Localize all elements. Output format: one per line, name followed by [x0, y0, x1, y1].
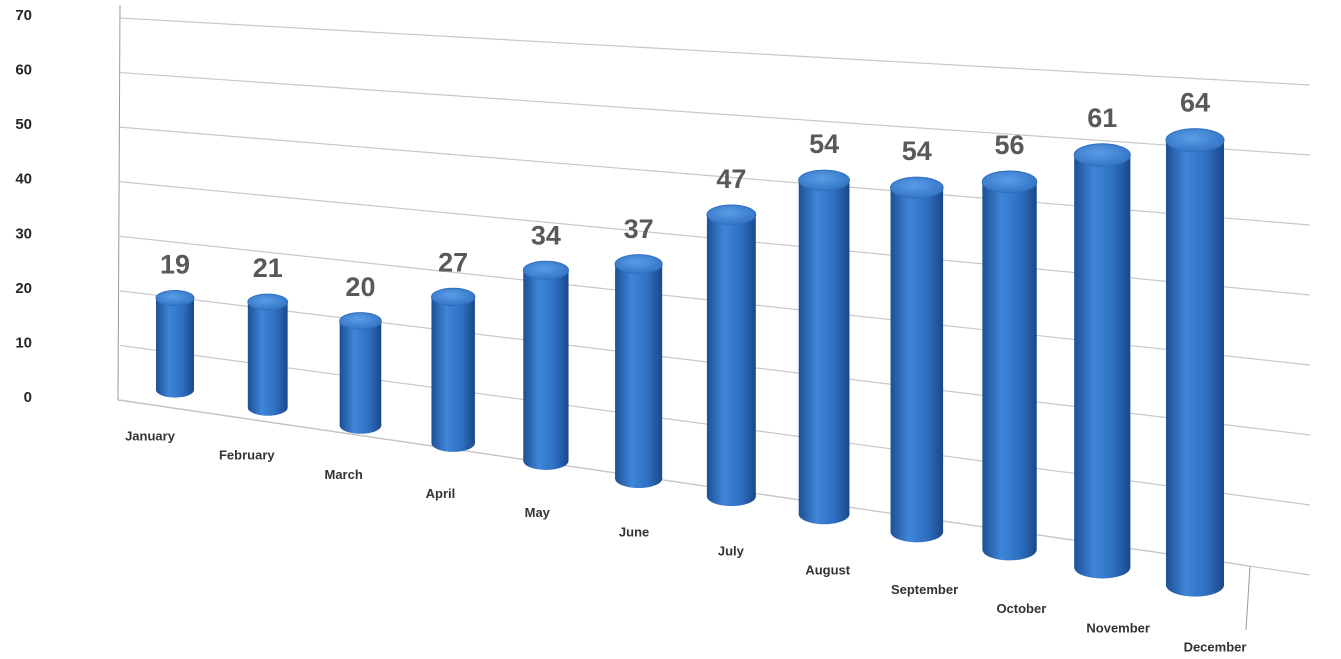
x-tick-label: July [718, 544, 745, 559]
bar [247, 302, 288, 408]
cylinder [339, 312, 382, 434]
cylinder [614, 254, 663, 489]
bar [615, 264, 663, 479]
y-axis-line [117, 4, 121, 401]
x-tick-label: August [805, 563, 850, 578]
cylinder-top [339, 312, 382, 330]
cylinder [247, 293, 289, 416]
cylinder [981, 170, 1038, 561]
cylinder [1073, 143, 1131, 579]
cylinder [1165, 128, 1225, 597]
bar [1166, 140, 1224, 585]
cylinder-top [155, 289, 195, 307]
cylinder-top [890, 176, 944, 199]
value-label: 20 [345, 272, 375, 302]
bar [890, 187, 944, 532]
x-tick-label: November [1086, 620, 1150, 635]
value-label: 54 [809, 129, 839, 159]
cylinder-top [614, 254, 663, 274]
y-tick-label: 40 [15, 171, 32, 188]
value-label: 21 [253, 253, 283, 283]
bar [1074, 155, 1131, 568]
cylinder [798, 169, 850, 525]
cylinder-top [706, 204, 757, 226]
cylinder-top [981, 170, 1038, 194]
x-tick-label: January [125, 428, 176, 443]
cylinder-top [1073, 143, 1131, 167]
bar [156, 298, 194, 390]
cylinder-top [798, 169, 850, 191]
x-tick-label: June [619, 524, 649, 539]
cylinder [522, 260, 570, 470]
x-tick-label: February [219, 448, 275, 463]
grid-line [119, 17, 1311, 86]
bar [982, 181, 1037, 550]
cylinder-top [430, 287, 476, 307]
cylinder [706, 204, 757, 507]
x-tick-label: May [525, 505, 551, 520]
y-tick-label: 50 [15, 116, 32, 133]
cylinder-top [1165, 128, 1225, 153]
x-tick-label: December [1184, 639, 1247, 654]
y-tick-label: 20 [15, 280, 32, 297]
x-tick-label: September [891, 582, 958, 597]
y-tick-label: 30 [15, 225, 32, 242]
value-label: 56 [995, 130, 1025, 160]
bar [798, 180, 850, 515]
y-tick-label: 10 [15, 334, 32, 351]
cylinder [890, 176, 944, 543]
y-tick-label: 70 [15, 7, 32, 24]
floor-edge [1245, 565, 1251, 631]
y-tick-label: 60 [15, 62, 32, 79]
cylinder-top [247, 293, 289, 311]
value-label: 61 [1087, 103, 1117, 133]
cylinder [155, 289, 195, 398]
value-label: 64 [1180, 88, 1210, 118]
cylinder-top [522, 260, 570, 280]
x-tick-label: October [996, 601, 1046, 616]
value-label: 27 [438, 247, 468, 277]
value-label: 37 [624, 214, 654, 244]
bar [339, 320, 382, 426]
value-label: 47 [716, 164, 746, 194]
value-label: 54 [902, 136, 932, 166]
value-label: 34 [531, 220, 561, 250]
y-tick-label: 0 [24, 389, 32, 406]
x-tick-label: April [426, 486, 456, 501]
bar [431, 296, 475, 444]
grid-line [119, 71, 1311, 156]
bar [706, 214, 756, 497]
x-tick-label: March [324, 467, 362, 482]
bar [523, 270, 569, 461]
cylinder [430, 287, 476, 452]
value-label: 19 [160, 250, 190, 280]
